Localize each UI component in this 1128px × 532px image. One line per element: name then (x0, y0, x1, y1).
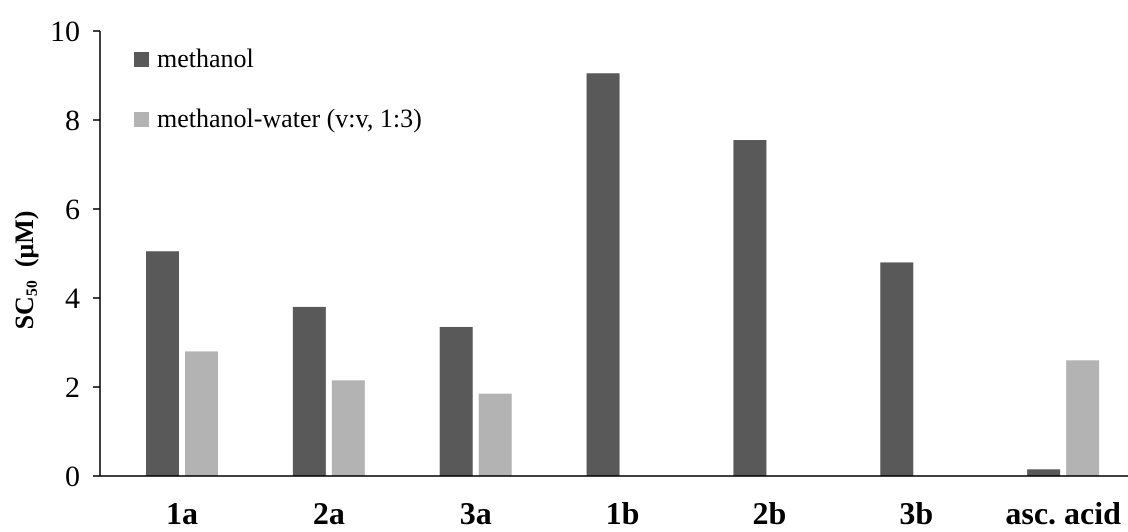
legend-swatch (134, 112, 149, 127)
bar-methanol-water-2a (331, 380, 365, 476)
bar-methanol-water-1a (185, 351, 218, 476)
bars-group (146, 73, 1100, 477)
bar-methanol-water-3a (478, 393, 512, 476)
bar-methanol-1a (146, 251, 179, 476)
bar-methanol-2b (733, 140, 767, 476)
x-tick-label: 1b (606, 495, 640, 531)
legend-label: methanol (157, 44, 254, 73)
x-tick-label: 3a (460, 495, 492, 531)
y-tick-label: 10 (50, 15, 80, 48)
y-axis-label-main: SC (10, 296, 39, 329)
x-tick-label: asc. acid (1005, 495, 1121, 531)
legend-label: methanol-water (v:v, 1:3) (157, 104, 422, 133)
y-ticks-group: 0 2 4 6 8 10 (50, 15, 100, 493)
bar-methanol-3b (880, 262, 914, 476)
bar-methanol-asc-acid (1027, 469, 1061, 476)
legend-swatch (134, 52, 149, 67)
y-tick-label: 0 (65, 460, 80, 493)
y-tick-label: 4 (65, 282, 80, 315)
legend: methanol methanol-water (v:v, 1:3) (134, 44, 422, 133)
x-tick-label: 3b (899, 495, 933, 531)
bar-methanol-2a (292, 306, 326, 476)
bar-methanol-water-asc-acid (1066, 360, 1100, 476)
y-tick-label: 8 (65, 104, 80, 137)
y-axis-label: SC50 (μM) (10, 211, 41, 330)
bar-methanol-1b (586, 73, 620, 477)
x-tick-label: 2a (313, 495, 345, 531)
y-axis-label-unit: (μM) (10, 211, 39, 281)
x-tick-label: 2b (753, 495, 787, 531)
x-labels-group: 1a 2a 3a 1b 2b 3b asc. acid (166, 495, 1121, 531)
x-tick-label: 1a (166, 495, 198, 531)
y-tick-label: 6 (65, 193, 80, 226)
y-tick-label: 2 (65, 371, 80, 404)
y-axis-label-subscript: 50 (24, 280, 41, 296)
bar-methanol-3a (439, 326, 473, 476)
